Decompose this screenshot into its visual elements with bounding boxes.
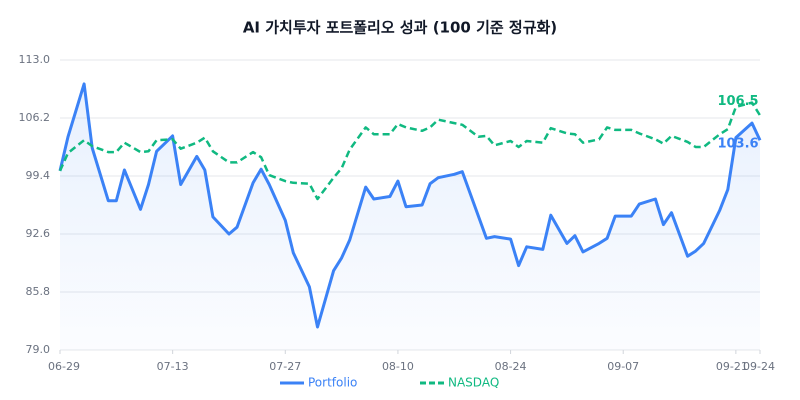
- x-tick-label: 09-07: [607, 360, 639, 373]
- x-tick-label: 08-10: [382, 360, 414, 373]
- y-tick-label: 79.0: [26, 343, 51, 356]
- y-tick-label: 106.2: [19, 111, 51, 124]
- x-tick-label: 07-27: [269, 360, 301, 373]
- x-tick-label: 07-13: [157, 360, 189, 373]
- y-tick-label: 85.8: [26, 285, 51, 298]
- series-line: [58, 82, 762, 329]
- x-tick-label: 06-29: [48, 360, 80, 373]
- chart-title: AI 가치투자 포트폴리오 성과 (100 기준 정규화): [243, 19, 557, 37]
- x-tick-label: 09-24: [743, 360, 775, 373]
- area-fill: [60, 83, 760, 351]
- end-label: 103.6: [717, 137, 758, 152]
- series-line: [58, 101, 762, 201]
- x-tick-label: 09-21: [716, 360, 748, 373]
- y-tick-label: 113.0: [19, 53, 51, 66]
- y-tick-label: 99.4: [26, 169, 51, 182]
- end-label: 106.5: [717, 94, 758, 109]
- x-tick-label: 08-24: [495, 360, 527, 373]
- legend-label: NASDAQ: [448, 376, 499, 390]
- legend-label: Portfolio: [308, 376, 357, 390]
- y-tick-label: 92.6: [26, 227, 51, 240]
